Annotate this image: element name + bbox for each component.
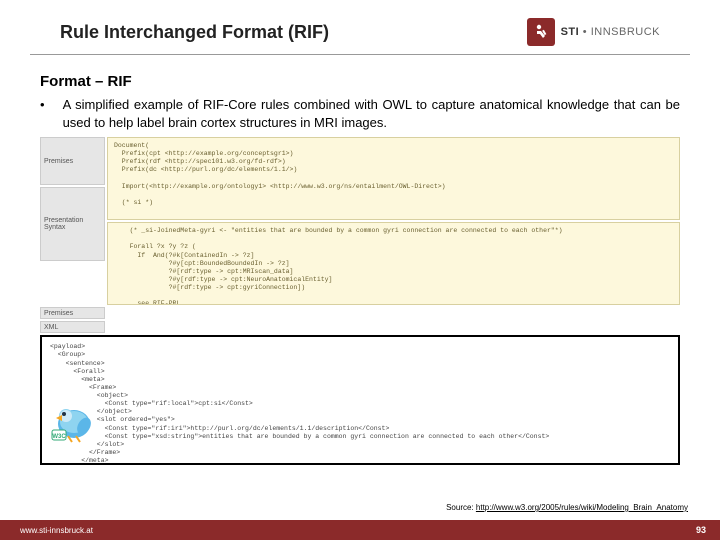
code-xml: <payload> <Group> <sentence> <Forall> <m… xyxy=(40,335,680,465)
code-prefixes: Document( Prefix(cpt <http://example.org… xyxy=(107,137,680,220)
side-xml: XML xyxy=(40,321,105,333)
logo-icon xyxy=(527,18,555,46)
logo-text: STI • INNSBRUCK xyxy=(561,26,660,38)
bullet-item: • A simplified example of RIF-Core rules… xyxy=(40,96,680,131)
section-title: Format – RIF xyxy=(40,73,680,90)
logo: STI • INNSBRUCK xyxy=(527,18,660,46)
content-area: Format – RIF • A simplified example of R… xyxy=(0,55,720,465)
source-citation: Source: http://www.w3.org/2005/rules/wik… xyxy=(446,503,688,512)
bullet-marker: • xyxy=(40,96,45,131)
side-premises-small: Premises xyxy=(40,307,105,319)
source-link[interactable]: http://www.w3.org/2005/rules/wiki/Modeli… xyxy=(476,503,688,512)
footer-page-number: 93 xyxy=(696,525,706,535)
footer-url: www.sti-innsbruck.at xyxy=(20,526,93,535)
bullet-text: A simplified example of RIF-Core rules c… xyxy=(63,96,680,131)
slide-header: Rule Interchanged Format (RIF) STI • INN… xyxy=(30,0,690,55)
source-prefix: Source: xyxy=(446,503,476,512)
side-presentation: Presentation Syntax xyxy=(40,187,105,261)
footer-bar: www.sti-innsbruck.at 93 xyxy=(0,520,720,540)
code-presentation: (* _si-JoinedMeta-gyri <- "entities that… xyxy=(107,222,680,305)
twitter-bird-icon: W3C xyxy=(48,398,98,444)
logo-main: STI xyxy=(561,26,580,38)
side-column: Premises Presentation Syntax xyxy=(40,137,105,305)
svg-text:W3C: W3C xyxy=(52,434,66,440)
logo-sub: • INNSBRUCK xyxy=(583,26,660,38)
code-figure: Premises Presentation Syntax Document( P… xyxy=(40,137,680,465)
side-premises-top: Premises xyxy=(40,137,105,185)
page-title: Rule Interchanged Format (RIF) xyxy=(60,22,329,43)
